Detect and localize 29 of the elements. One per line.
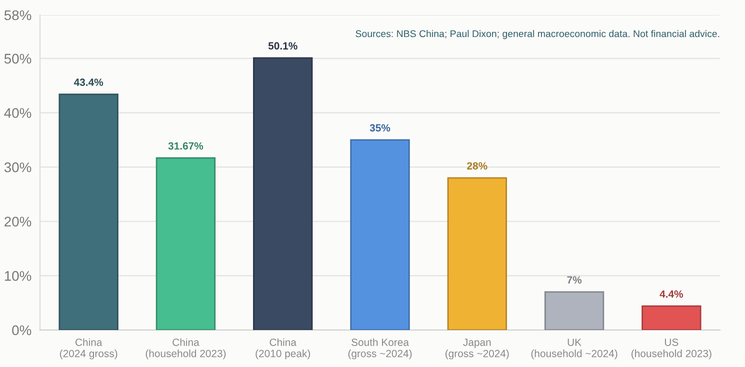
x-tick-label: South Korea (gross ~2024) xyxy=(348,338,412,360)
data-label: 4.4% xyxy=(660,290,684,298)
x-tick-label: China (2010 peak) xyxy=(256,338,310,360)
data-label: 35% xyxy=(370,124,390,132)
data-label: 50.1% xyxy=(268,42,298,50)
y-tick-label: 0% xyxy=(12,325,32,336)
y-tick-label: 50% xyxy=(4,54,32,64)
bar xyxy=(350,139,410,330)
bar xyxy=(447,177,507,330)
x-tick-label: Japan (gross ~2024) xyxy=(446,338,509,360)
y-tick-label: 20% xyxy=(4,216,32,227)
x-tick-label: China (household 2023) xyxy=(146,338,226,360)
bar xyxy=(253,57,313,330)
y-tick-label: 30% xyxy=(4,162,32,172)
data-label: 28% xyxy=(467,162,488,170)
y-tick-label: 10% xyxy=(4,271,32,281)
bar xyxy=(642,305,702,330)
y-tick-label: 58% xyxy=(4,10,32,20)
data-label: 7% xyxy=(567,276,582,284)
annotation: Sources: NBS China; Paul Dixon; general macroeconomic data. Not financial advice. xyxy=(356,30,720,40)
y-tick-label: 40% xyxy=(4,108,32,118)
x-tick-label: UK (household ~2024) xyxy=(531,338,618,360)
x-tick-label: US (household 2023) xyxy=(632,338,712,360)
bar xyxy=(58,94,118,330)
x-tick-label: China (2024 gross) xyxy=(60,338,118,360)
bar xyxy=(544,291,604,330)
bar xyxy=(156,157,216,330)
data-label: 31.67% xyxy=(168,142,204,150)
data-label: 43.4% xyxy=(74,78,104,86)
